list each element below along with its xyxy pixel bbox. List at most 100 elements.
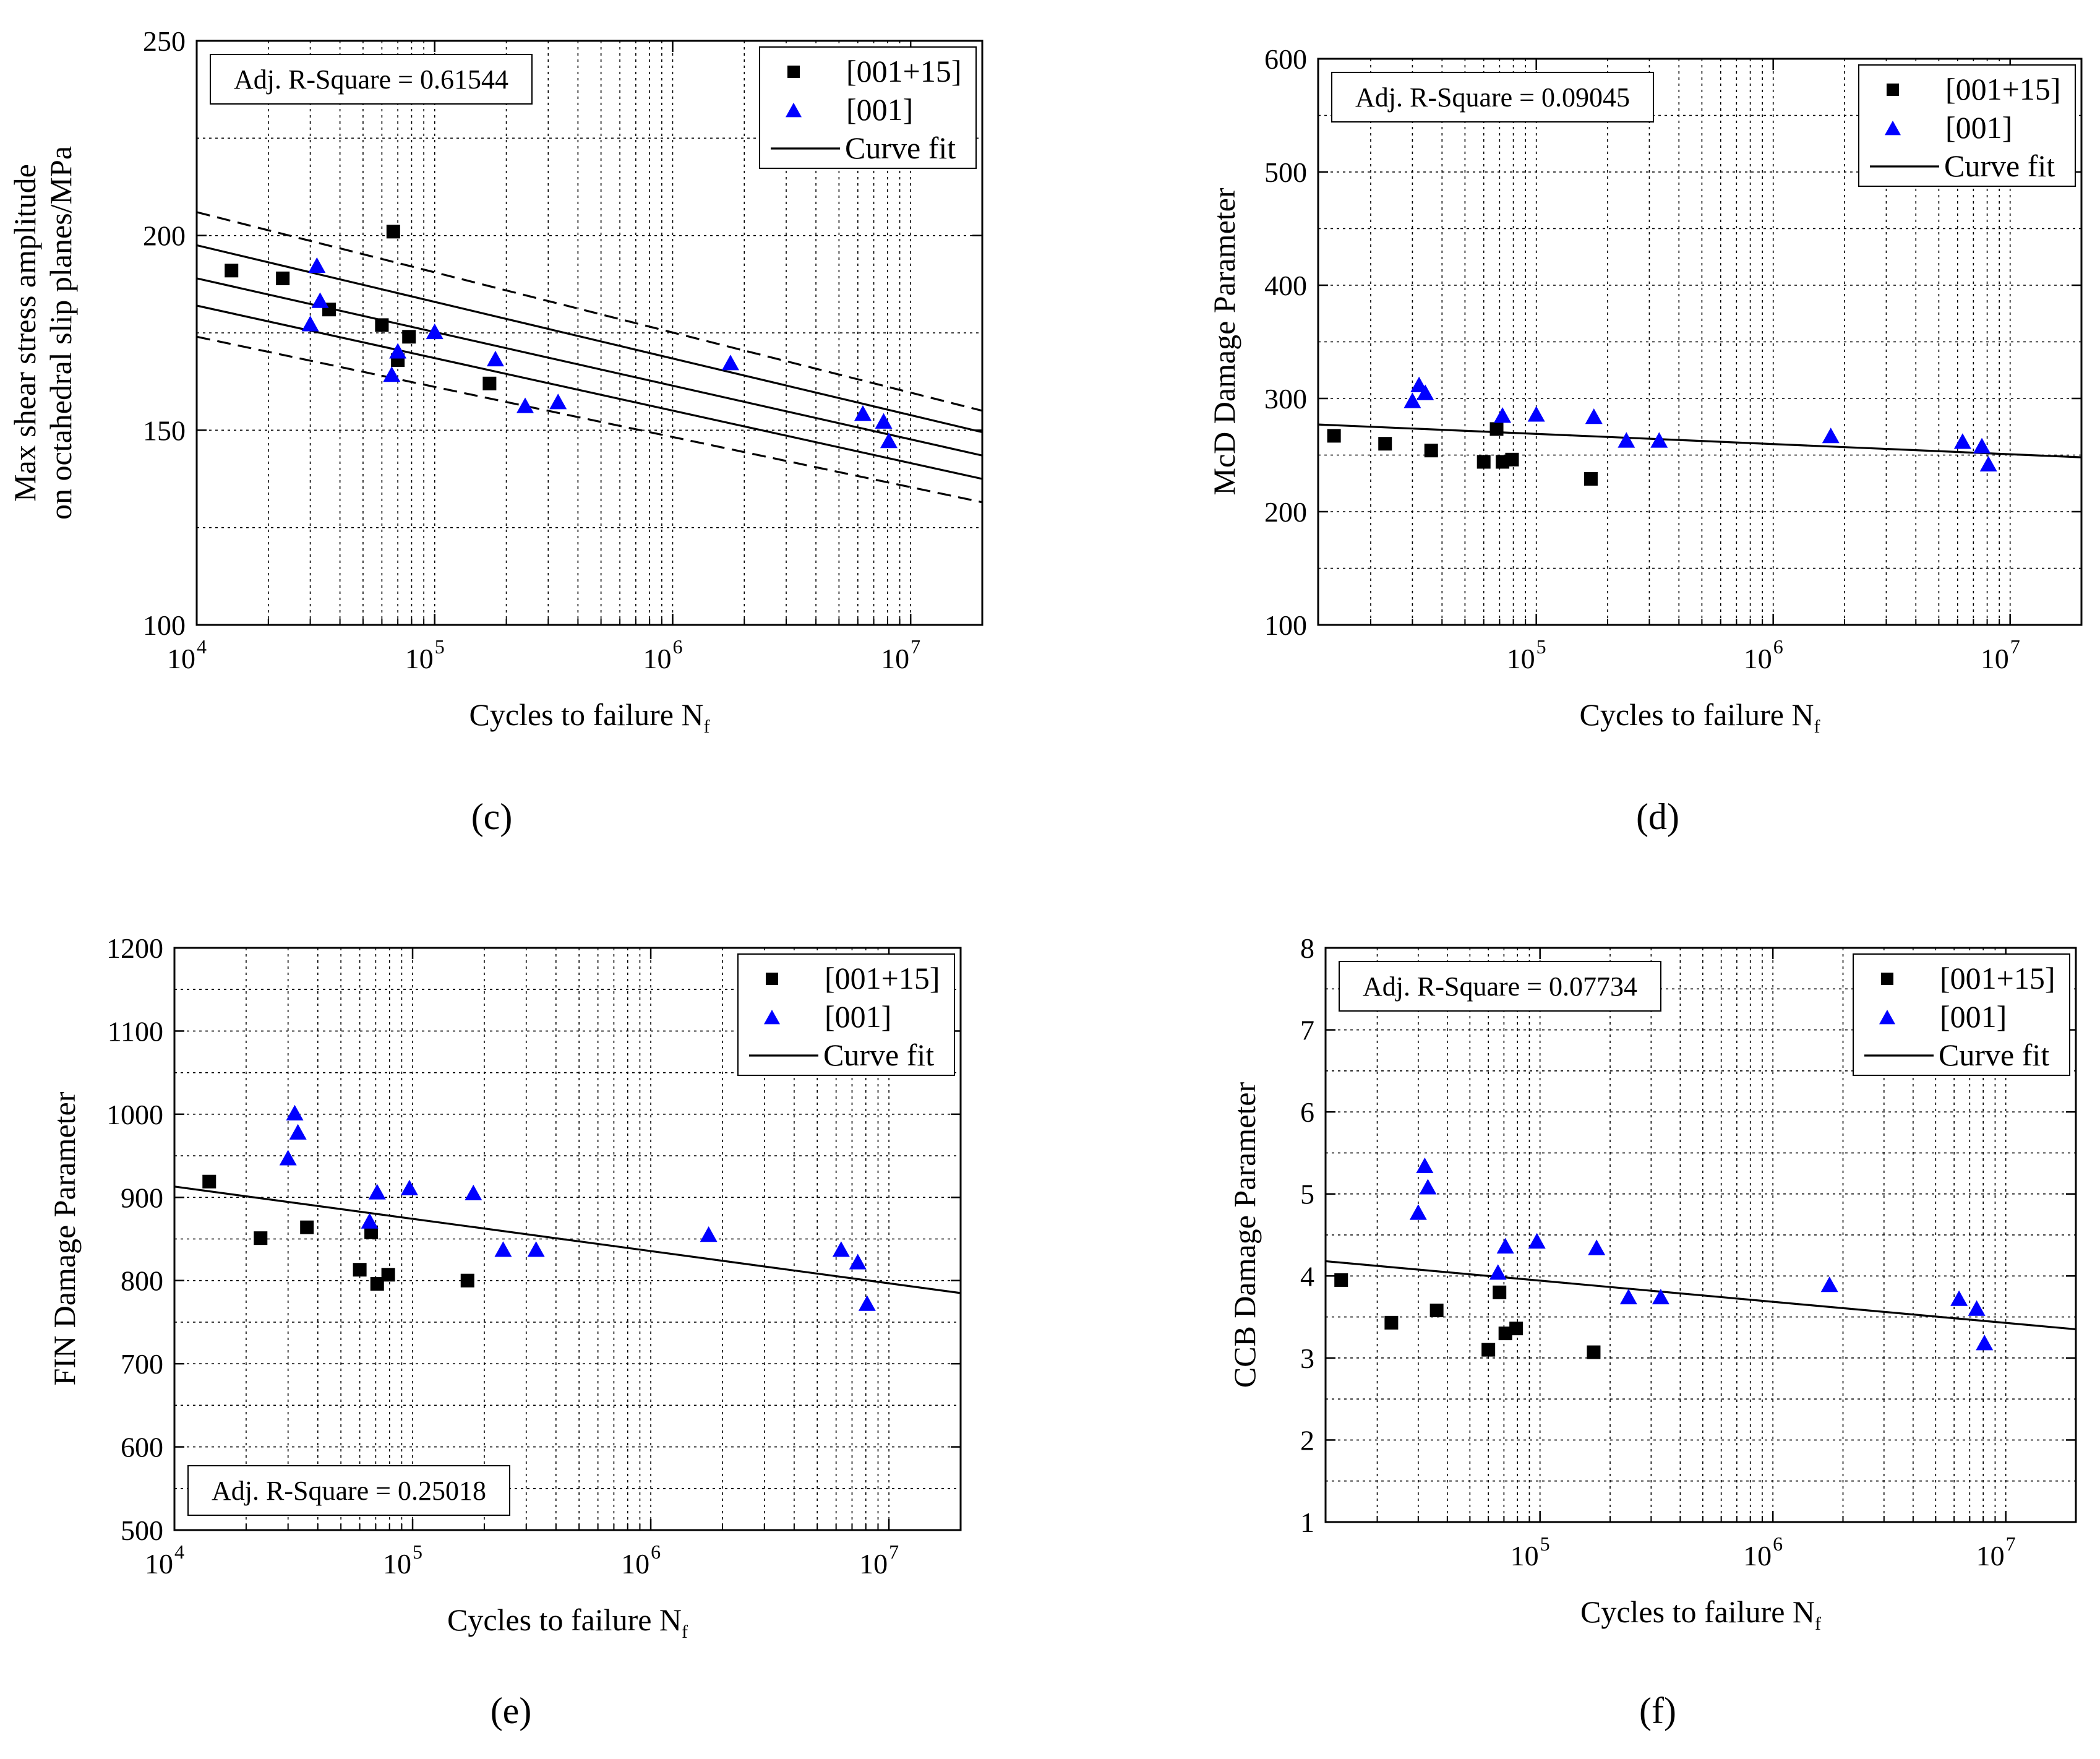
legend-entry-label: [001] xyxy=(846,92,913,127)
marker-square xyxy=(1881,973,1893,985)
y-tick-label: 700 xyxy=(121,1348,163,1380)
marker-triangle xyxy=(1585,408,1603,424)
y-tick-label: 200 xyxy=(143,220,186,252)
y-axis-label-line: CCB Damage Parameter xyxy=(1227,1082,1262,1388)
marker-triangle xyxy=(311,293,328,308)
marker-square xyxy=(1384,1316,1398,1330)
marker-square xyxy=(1509,1322,1523,1335)
chart-panel-e: 50060070080090010001100120010 4 10 5 10 6 10 7C… xyxy=(47,932,961,1731)
marker-triangle xyxy=(1620,1289,1637,1304)
x-tick-label-exponent: 7 xyxy=(889,1541,899,1563)
marker-square xyxy=(1587,1346,1600,1359)
marker-square xyxy=(1477,455,1491,468)
marker-triangle xyxy=(280,1150,297,1165)
marker-square xyxy=(254,1231,267,1245)
legend-entry-label: [001] xyxy=(1945,110,2012,145)
x-tick-label: 10 5 xyxy=(383,1541,422,1580)
x-axis-label-text: Cycles to failure N xyxy=(1580,1594,1815,1629)
y-tick-label: 1200 xyxy=(106,932,163,964)
x-tick-label-base: 10 xyxy=(859,1548,888,1580)
x-tick-label-base: 10 xyxy=(1981,643,2009,674)
marker-triangle xyxy=(528,1241,545,1257)
fit-lines xyxy=(197,212,982,502)
x-tick-label-base: 10 xyxy=(1976,1540,2005,1572)
legend: [001+15][001] Curve fit xyxy=(1859,65,2075,186)
marker-square xyxy=(387,225,400,238)
legend-entry-label: Curve fit xyxy=(1939,1038,2049,1072)
y-tick-label: 900 xyxy=(121,1182,163,1213)
marker-square xyxy=(1493,1286,1506,1299)
legend-entry-label: [001+15] xyxy=(825,961,940,996)
marker-triangle xyxy=(516,397,534,413)
x-axis-label-subscript: f xyxy=(1815,1614,1821,1634)
marker-triangle xyxy=(700,1226,718,1242)
x-tick-label: 10 4 xyxy=(145,1541,184,1580)
x-tick-label: 10 6 xyxy=(621,1541,661,1580)
marker-triangle xyxy=(859,1296,876,1311)
marker-triangle xyxy=(854,405,872,421)
x-axis-label: Cycles to failure Nf xyxy=(447,1602,688,1642)
panel-label: (c) xyxy=(471,796,513,837)
marker-triangle xyxy=(383,366,400,382)
legend-entry-label: [001+15] xyxy=(846,54,962,88)
x-tick-label: 10 6 xyxy=(1743,1533,1783,1572)
y-tick-label: 1000 xyxy=(106,1099,163,1130)
x-tick-label-base: 10 xyxy=(881,643,909,674)
series-001 xyxy=(1410,1158,1993,1351)
marker-triangle xyxy=(849,1254,867,1269)
marker-triangle xyxy=(369,1184,386,1199)
curve-fit-line xyxy=(174,1187,961,1293)
marker-triangle xyxy=(1954,433,1971,449)
legend-entry-label: Curve fit xyxy=(1944,148,2055,183)
marker-triangle xyxy=(1980,456,1997,471)
y-tick-label: 2 xyxy=(1300,1424,1314,1456)
marker-triangle xyxy=(1404,392,1421,408)
y-tick-label: 600 xyxy=(121,1432,163,1463)
y-tick-label: 4 xyxy=(1300,1260,1314,1292)
marker-square xyxy=(766,973,778,985)
marker-square xyxy=(1584,472,1598,486)
y-tick-label: 8 xyxy=(1300,932,1314,964)
marker-square xyxy=(1334,1273,1348,1287)
marker-square xyxy=(300,1221,314,1234)
marker-triangle xyxy=(494,1241,512,1257)
legend-entry-label: Curve fit xyxy=(845,131,956,165)
marker-triangle xyxy=(1821,1276,1838,1292)
x-tick-label: 10 6 xyxy=(1744,635,1783,674)
x-tick-label-base: 10 xyxy=(1507,643,1535,674)
legend-entry-label: [001] xyxy=(1940,999,2007,1034)
marker-square xyxy=(787,66,800,78)
r-square-box: Adj. R-Square = 0.61544 xyxy=(210,54,532,104)
curve-fit-line xyxy=(197,245,982,432)
marker-triangle xyxy=(465,1185,482,1200)
y-axis-label: Max shear stress amplitude on octahedral … xyxy=(7,146,78,520)
y-axis-label: CCB Damage Parameter xyxy=(1227,1082,1262,1388)
x-tick-label: 10 7 xyxy=(1981,635,2020,674)
marker-triangle xyxy=(401,1180,418,1195)
marker-square xyxy=(202,1175,216,1189)
y-tick-label: 600 xyxy=(1264,43,1307,75)
x-axis-label-subscript: f xyxy=(704,716,710,737)
fit-lines xyxy=(174,1187,961,1293)
marker-square xyxy=(1481,1343,1495,1357)
y-axis-label-line: on octahedral slip planes/MPa xyxy=(43,146,78,520)
y-tick-label: 5 xyxy=(1300,1179,1314,1210)
marker-triangle xyxy=(1497,1238,1514,1254)
x-axis-label-text: Cycles to failure N xyxy=(447,1602,682,1637)
x-axis-label: Cycles to failure Nf xyxy=(469,697,709,737)
series-001 xyxy=(302,257,898,448)
x-tick-label-exponent: 7 xyxy=(911,635,920,658)
marker-square xyxy=(1378,437,1392,450)
marker-triangle xyxy=(722,355,739,370)
marker-triangle xyxy=(302,316,319,331)
x-tick-label: 10 7 xyxy=(881,635,920,674)
y-tick-label: 1 xyxy=(1300,1507,1314,1538)
x-axis-label-text: Cycles to failure N xyxy=(1579,697,1814,732)
x-tick-label-base: 10 xyxy=(383,1548,411,1580)
r-square-text: Adj. R-Square = 0.25018 xyxy=(212,1476,486,1506)
x-tick-label-base: 10 xyxy=(405,643,434,674)
marker-triangle xyxy=(833,1241,850,1257)
marker-square xyxy=(375,318,388,332)
